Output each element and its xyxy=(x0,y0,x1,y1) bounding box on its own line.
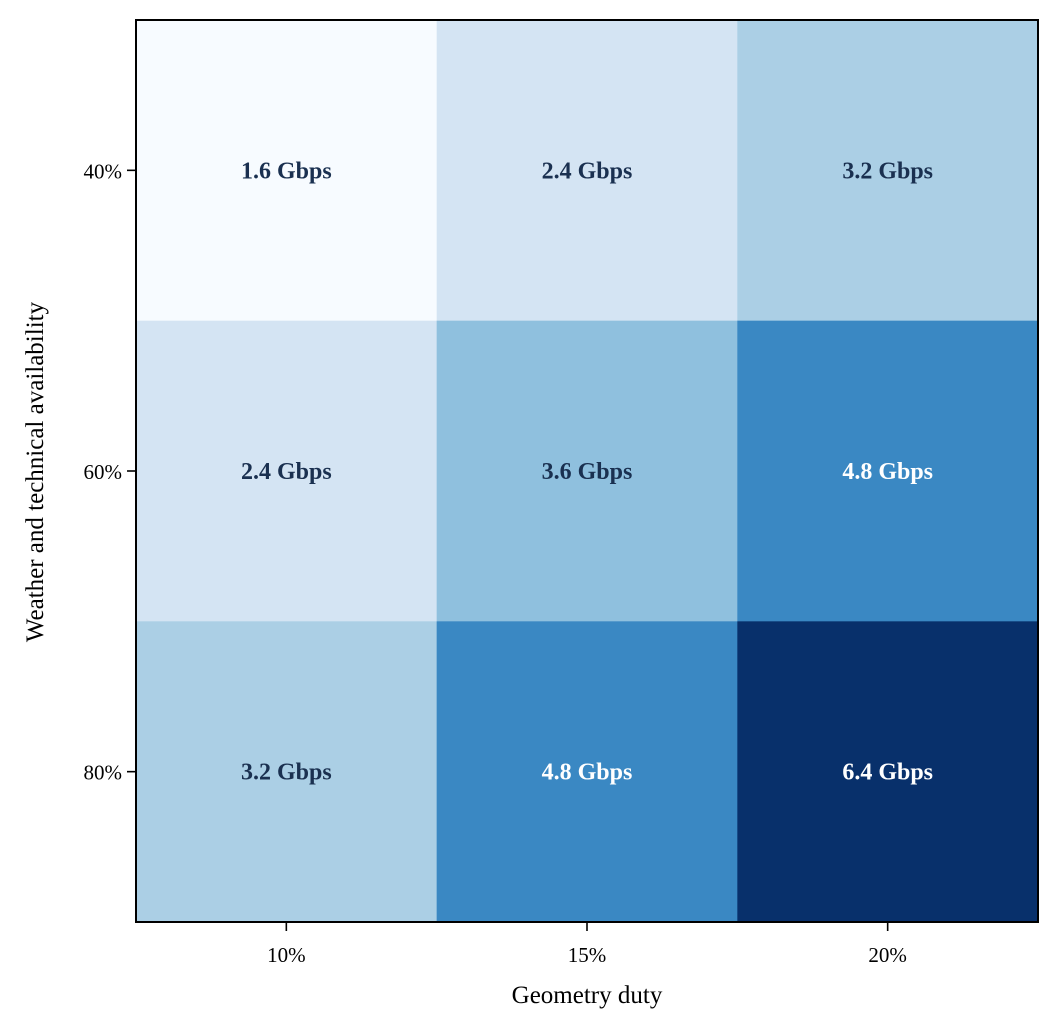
heatmap-cell-label: 2.4 Gbps xyxy=(241,459,332,485)
heatmap-cell xyxy=(737,320,1039,622)
heatmap-cell xyxy=(436,20,738,322)
heatmap-cell xyxy=(136,320,438,622)
heatmap-cell-label: 1.6 Gbps xyxy=(241,158,332,184)
heatmap-cell xyxy=(136,20,438,322)
y-axis-ticks: 40% 60% 80% xyxy=(84,159,136,785)
heatmap-cell-label: 3.6 Gbps xyxy=(542,459,633,485)
y-tick-label: 80% xyxy=(84,761,123,785)
x-tick-label: 20% xyxy=(868,943,907,967)
heatmap-cells xyxy=(136,20,1039,923)
heatmap-cell xyxy=(136,621,438,923)
heatmap-cell-label: 6.4 Gbps xyxy=(842,760,933,786)
heatmap-cell xyxy=(737,20,1039,322)
y-tick-label: 60% xyxy=(84,460,123,484)
heatmap-cell-label: 3.2 Gbps xyxy=(842,158,933,184)
heatmap-cell-label: 3.2 Gbps xyxy=(241,760,332,786)
heatmap-cell-label: 4.8 Gbps xyxy=(842,459,933,485)
x-axis-title: Geometry duty xyxy=(512,982,663,1009)
heatmap-cell-labels: 1.6 Gbps 2.4 Gbps 3.2 Gbps 2.4 Gbps 3.6 Gbps… xyxy=(241,158,933,785)
x-tick-label: 15% xyxy=(568,943,607,967)
heatmap-cell xyxy=(737,621,1039,923)
heatmap-cell-label: 2.4 Gbps xyxy=(542,158,633,184)
heatmap-cell xyxy=(436,320,738,622)
y-axis-title: Weather and technical availability xyxy=(22,301,49,642)
heatmap-cell-label: 4.8 Gbps xyxy=(542,760,633,786)
x-axis-ticks: 10% 15% 20% xyxy=(267,922,907,967)
heatmap-cell xyxy=(436,621,738,923)
x-tick-label: 10% xyxy=(267,943,306,967)
y-tick-label: 40% xyxy=(84,159,123,183)
